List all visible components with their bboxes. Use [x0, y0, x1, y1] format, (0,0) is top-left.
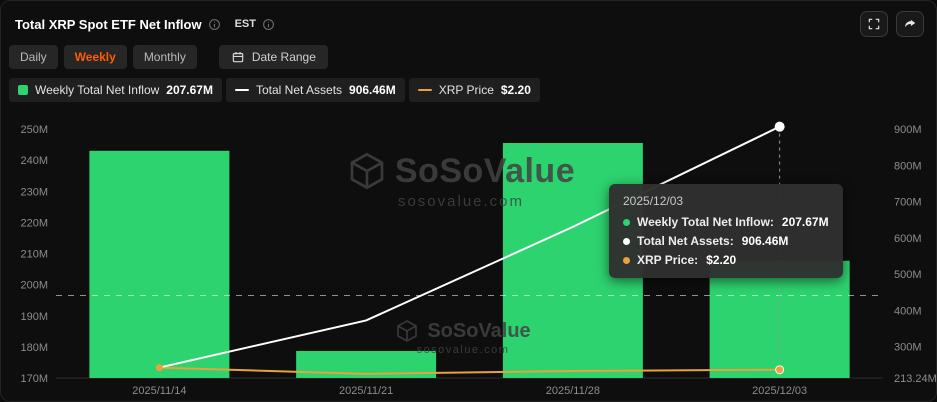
share-icon — [905, 19, 916, 28]
green-series-dot — [623, 218, 630, 226]
legend-item-net-assets[interactable]: Total Net Assets 906.46M — [225, 78, 405, 102]
tab-monthly[interactable]: Monthly — [132, 45, 197, 69]
chart-tooltip: 2025/12/03 Weekly Total Net Inflow: 207.… — [609, 184, 843, 278]
price-start-dot — [155, 364, 163, 372]
line-series-marker — [234, 88, 249, 92]
tooltip-row-xrp-price: XRP Price: $2.20 — [623, 253, 829, 267]
legend-item-xrp-price[interactable]: XRP Price $2.20 — [408, 78, 540, 102]
right-axis-tick: 600M — [894, 233, 922, 245]
x-axis-label: 2025/12/03 — [752, 385, 807, 397]
right-axis-tick: 500M — [894, 269, 922, 281]
right-axis-tick: 213.24M — [894, 373, 937, 385]
right-axis-tick: 700M — [894, 197, 922, 209]
header-left: Total XRP Spot ETF Net Inflow EST — [15, 17, 275, 32]
left-axis-tick: 220M — [20, 217, 48, 229]
title-info-icon[interactable] — [208, 18, 221, 31]
est-label: EST — [234, 18, 256, 30]
left-axis-tick: 170M — [20, 373, 48, 385]
tooltip-row-net-assets: Total Net Assets: 906.46M — [623, 234, 829, 248]
bar-series-marker — [18, 85, 28, 95]
net-assets-line[interactable] — [159, 125, 781, 369]
panel-header: Total XRP Spot ETF Net Inflow EST — [1, 1, 936, 41]
price-series-marker — [417, 88, 432, 92]
xrp-price-line[interactable] — [159, 366, 780, 375]
left-axis-tick: 200M — [20, 280, 48, 292]
est-info-icon[interactable] — [262, 18, 275, 31]
period-controls: Daily Weekly Monthly Date Range — [1, 41, 936, 73]
right-axis-tick: 800M — [894, 160, 922, 172]
left-axis-tick: 230M — [20, 186, 48, 198]
left-axis-tick: 190M — [20, 311, 48, 323]
x-axis-label: 2025/11/28 — [546, 385, 600, 397]
tab-weekly[interactable]: Weekly — [63, 45, 127, 69]
inflow-bar[interactable] — [89, 150, 230, 378]
price-end-dot[interactable] — [775, 365, 785, 375]
header-actions — [860, 11, 924, 37]
fullscreen-icon — [868, 18, 880, 30]
date-range-label: Date Range — [251, 50, 316, 64]
fullscreen-button[interactable] — [860, 11, 888, 37]
right-axis-tick: 900M — [894, 124, 922, 136]
x-axis-label: 2025/11/21 — [339, 385, 393, 397]
right-axis-tick: 400M — [894, 305, 922, 317]
chart-legend: Weekly Total Net Inflow 207.67M Total Ne… — [1, 73, 936, 107]
tab-daily[interactable]: Daily — [9, 45, 58, 69]
left-axis-tick: 240M — [20, 155, 48, 167]
white-series-dot — [623, 237, 630, 245]
calendar-icon — [232, 52, 244, 63]
page-title: Total XRP Spot ETF Net Inflow — [15, 16, 202, 32]
assets-end-dot[interactable] — [774, 121, 785, 132]
tooltip-date: 2025/12/03 — [623, 194, 684, 208]
left-axis-tick: 250M — [20, 124, 48, 136]
legend-item-net-inflow[interactable]: Weekly Total Net Inflow 207.67M — [9, 78, 222, 102]
share-button[interactable] — [896, 11, 924, 37]
right-axis-tick: 300M — [894, 342, 922, 354]
x-axis-label: 2025/11/14 — [132, 385, 186, 397]
tooltip-row-net-inflow: Weekly Total Net Inflow: 207.67M — [623, 215, 829, 229]
left-axis-tick: 210M — [20, 249, 48, 261]
left-axis-tick: 180M — [20, 342, 48, 354]
orange-series-dot — [623, 256, 630, 264]
date-range-button[interactable]: Date Range — [218, 45, 328, 69]
